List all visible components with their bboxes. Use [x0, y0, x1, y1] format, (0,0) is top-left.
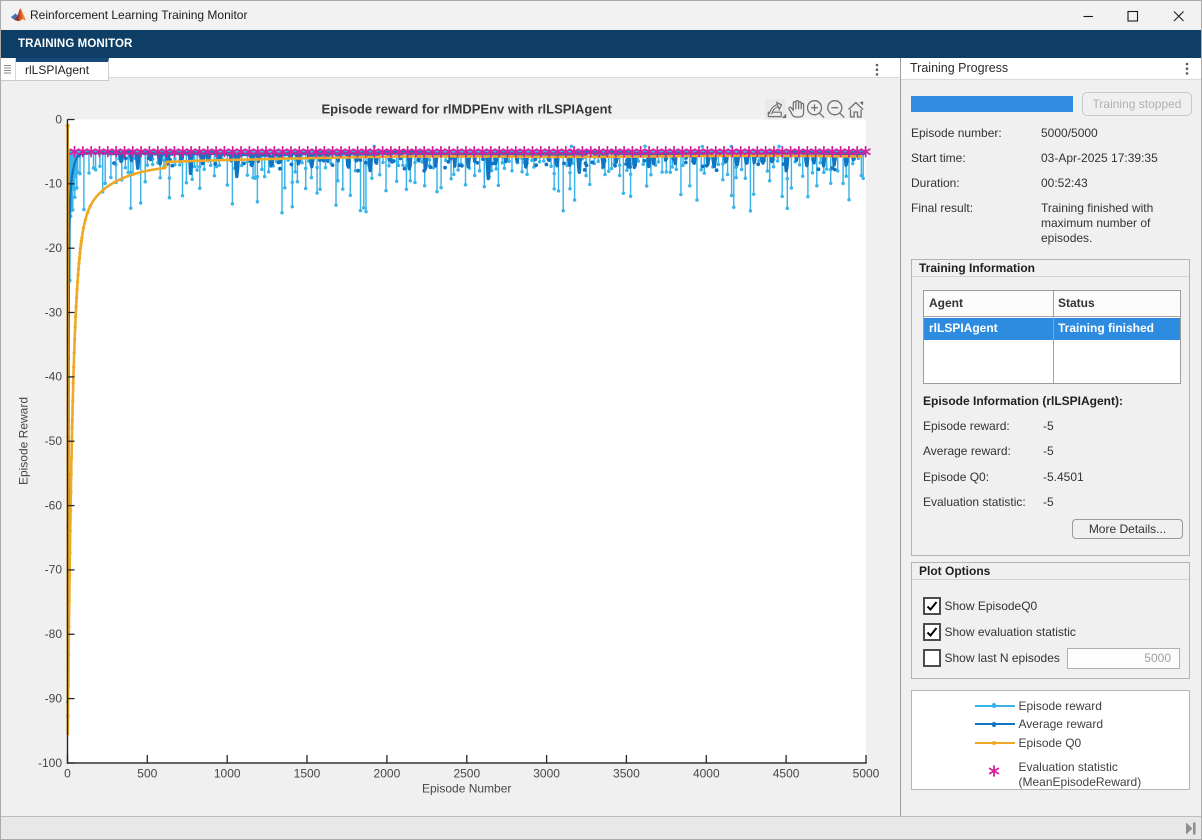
svg-text:-20: -20	[45, 241, 63, 255]
svg-text:2500: 2500	[453, 767, 480, 781]
svg-text:0: 0	[64, 767, 71, 781]
svg-text:-100: -100	[38, 756, 62, 770]
svg-text:-70: -70	[45, 563, 63, 577]
svg-text:3000: 3000	[533, 767, 560, 781]
svg-text:-30: -30	[45, 305, 63, 319]
svg-text:-10: -10	[45, 177, 63, 191]
svg-text:Episode reward for rlMDPEnv wi: Episode reward for rlMDPEnv with rlLSPIA…	[322, 102, 613, 117]
svg-text:2000: 2000	[374, 767, 401, 781]
svg-text:1000: 1000	[214, 767, 241, 781]
svg-text:4500: 4500	[773, 767, 800, 781]
svg-text:0: 0	[55, 112, 62, 126]
svg-text:Episode Number: Episode Number	[422, 782, 511, 796]
svg-text:-60: -60	[45, 498, 63, 512]
svg-text:3500: 3500	[613, 767, 640, 781]
svg-text:Episode Reward: Episode Reward	[17, 397, 31, 485]
svg-text:-90: -90	[45, 691, 63, 705]
svg-text:500: 500	[137, 767, 157, 781]
svg-text:-40: -40	[45, 370, 63, 384]
svg-text:-80: -80	[45, 627, 63, 641]
svg-text:-50: -50	[45, 434, 63, 448]
svg-text:4000: 4000	[693, 767, 720, 781]
svg-text:1500: 1500	[294, 767, 321, 781]
svg-text:5000: 5000	[853, 767, 880, 781]
